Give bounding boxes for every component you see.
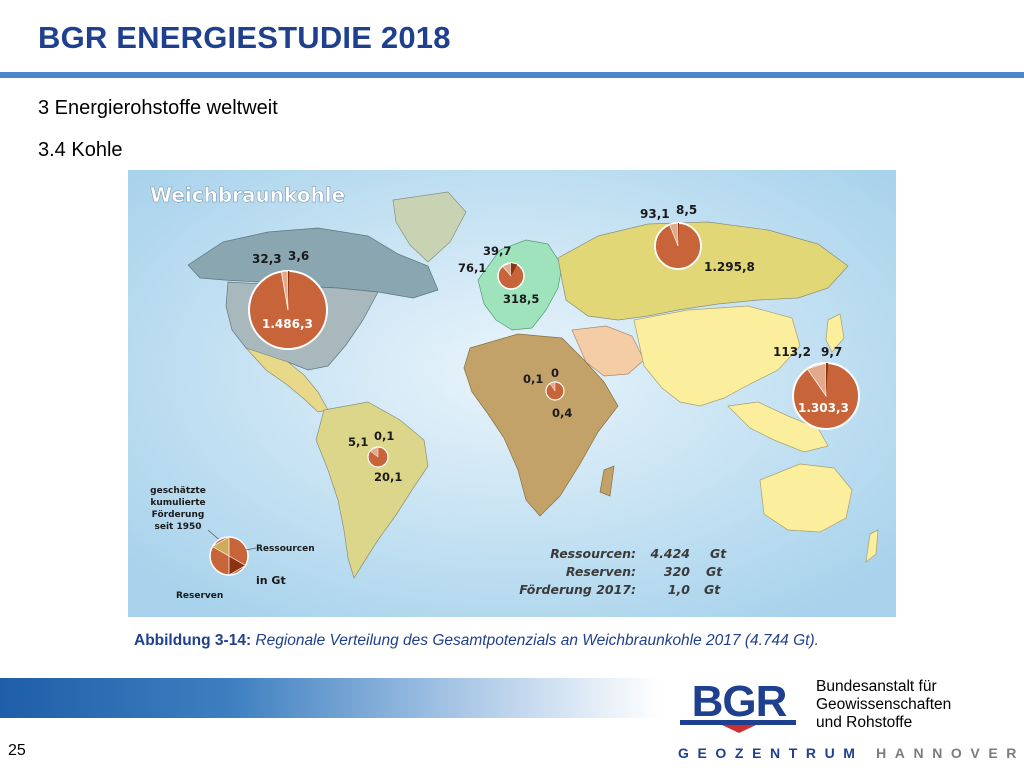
southeast-asia-shape (727, 401, 829, 453)
gus-resources-label: 1.295,8 (704, 260, 755, 274)
page-number: 25 (8, 742, 26, 759)
na-resources-label: 1.486,3 (262, 317, 313, 331)
map-legend: geschätzte kumulierte Förderung seit 195… (150, 486, 314, 601)
totals-resources-unit: Gt (710, 546, 727, 561)
eu-cumulative-label: 76,1 (458, 261, 486, 275)
la-cumulative-label: 5,1 (348, 435, 368, 449)
legend-cumulative-line4: seit 1950 (154, 522, 201, 532)
totals-production-unit: Gt (704, 582, 721, 597)
pie-africa (545, 381, 565, 401)
figure-caption: Abbildung 3-14: Regionale Verteilung des… (134, 632, 819, 650)
south-america-shape (315, 401, 429, 579)
logo-red-chevron (722, 725, 756, 733)
totals-resources-label: Ressourcen: (550, 546, 636, 561)
pie-slice-cumulative (369, 446, 379, 458)
aa-reserves-label: 9,7 (821, 345, 842, 359)
pie-slice-reserves (678, 223, 679, 246)
totals-production-value: 1,0 (668, 582, 690, 597)
pie-slice-cumulative (549, 381, 556, 392)
legend-pie-cumulative (211, 536, 230, 557)
la-resources-label: 20,1 (374, 470, 402, 484)
greenland-shape (392, 191, 467, 263)
new-zealand-shape (865, 529, 879, 563)
pie-austral-asia (792, 362, 860, 430)
eu-reserves-label: 39,7 (483, 244, 511, 258)
totals-reserves-label: Reserven: (566, 564, 636, 579)
totals-reserves-unit: Gt (706, 564, 723, 579)
map-totals: Ressourcen: 4.424 Gt Reserven: 320 Gt Fö… (519, 546, 727, 597)
legend-leader-resources (245, 547, 257, 551)
eu-resources-label: 318,5 (503, 292, 539, 306)
subsection-heading: 3.4 Kohle (38, 139, 123, 161)
legend-resources-label: Ressourcen (256, 544, 315, 554)
middle-east-shape (571, 325, 645, 377)
title-divider (0, 72, 1024, 78)
totals-resources-value: 4.424 (649, 546, 690, 561)
na-cumulative-label: 32,3 (252, 252, 282, 266)
geo-part2: HANNOVER (876, 745, 1024, 761)
pie-latin-america (367, 446, 389, 468)
legend-pie-reserves (228, 555, 247, 576)
map-title: Weichbraunkohle (150, 183, 345, 207)
bgr-logo-letters: BGR (692, 677, 787, 726)
caption-text: Regionale Verteilung des Gesamtpotenzial… (251, 632, 819, 649)
logo-bar (680, 720, 796, 725)
org-name-line2: Geowissenschaften (816, 696, 952, 713)
totals-production-label: Förderung 2017: (519, 582, 636, 597)
legend-cumulative-line3: Förderung (152, 510, 205, 520)
la-reserves-label: 0,1 (374, 429, 394, 443)
pie-slice-reserves (511, 263, 518, 276)
totals-reserves-value: 320 (664, 564, 690, 579)
aa-cumulative-label: 113,2 (773, 345, 811, 359)
pie-slice-reserves (826, 363, 829, 396)
na-reserves-label: 3,6 (288, 249, 309, 263)
bgr-logo: BGR (678, 676, 800, 734)
af-resources-label: 0,4 (552, 406, 572, 420)
section-heading: 3 Energierohstoffe weltweit (38, 97, 278, 119)
slide-title: BGR ENERGIESTUDIE 2018 (38, 20, 451, 55)
legend-cumulative-line1: geschätzte (150, 486, 206, 496)
legend-reserves-label: Reserven (176, 591, 223, 601)
footer-gradient-bar (0, 678, 660, 718)
japan-shape (825, 313, 845, 353)
geozentrum-wordmark: GEOZENTRUM HANNOVER (678, 745, 1024, 761)
canada-shape (187, 227, 439, 299)
lignite-world-map: Weichbraunkohle 32,3 3,6 1.486,3 39,7 76… (128, 170, 896, 617)
legend-unit-label: in Gt (256, 574, 286, 587)
gus-reserves-label: 8,5 (676, 203, 697, 217)
pie-gus (654, 222, 702, 270)
geo-part1: GEOZENTRUM (678, 745, 864, 761)
russia-shape (557, 221, 849, 321)
af-reserves-label: 0 (551, 366, 559, 380)
org-name-line3: und Rohstoffe (816, 714, 913, 731)
asia-shape (633, 305, 801, 407)
caption-label: Abbildung 3-14: (134, 632, 252, 649)
central-america-shape (244, 347, 329, 413)
madagascar-shape (599, 465, 615, 497)
africa-shape (463, 333, 619, 517)
pie-north-america (248, 270, 328, 350)
pie-europe (497, 262, 525, 290)
legend-cumulative-line2: kumulierte (150, 498, 205, 508)
aa-resources-label: 1.303,3 (798, 401, 849, 415)
org-name-line1: Bundesanstalt für (816, 678, 937, 695)
af-cumulative-label: 0,1 (523, 372, 543, 386)
australia-shape (759, 463, 853, 533)
gus-cumulative-label: 93,1 (640, 207, 670, 221)
